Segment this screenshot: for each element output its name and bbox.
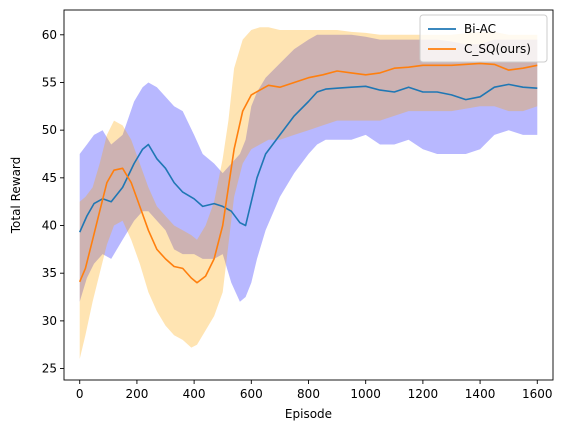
legend-label-1: Bi-AC: [464, 22, 496, 36]
confidence-bands: [79, 27, 538, 359]
line-series-2: [78, 62, 538, 284]
x-tick-label: 0: [76, 387, 84, 401]
legend-label-2: C_SQ(ours): [464, 42, 531, 56]
y-tick-label: 60: [42, 28, 57, 42]
legend: Bi-AC C_SQ(ours): [419, 14, 548, 63]
x-tick-label: 800: [297, 387, 320, 401]
y-tick-label: 45: [42, 171, 57, 185]
band-series-2: [79, 27, 538, 359]
x-tick-label: 1000: [350, 387, 381, 401]
y-tick-label: 40: [42, 219, 57, 233]
x-tick-label: 200: [125, 387, 148, 401]
line-series-1: [78, 83, 538, 233]
y-tick-label: 25: [42, 362, 57, 376]
x-axis-label: Episode: [285, 407, 332, 421]
legend-box: [419, 14, 548, 63]
y-tick-label: 50: [42, 123, 57, 137]
series-lines: [78, 62, 538, 284]
band-series-1: [79, 34, 538, 302]
y-tick-label: 35: [42, 266, 57, 280]
axes: 0 200 400 600 800 1000 1200 1400 1600 25 30 35 40 45 5…: [42, 9, 554, 401]
y-axis-label: Total Reward: [9, 157, 23, 235]
x-tick-label: 600: [240, 387, 263, 401]
y-tick-label: 30: [42, 314, 57, 328]
x-tick-label: 1400: [465, 387, 496, 401]
y-tick-label: 55: [42, 75, 57, 89]
x-tick-label: 400: [183, 387, 206, 401]
x-tick-label: 1200: [408, 387, 439, 401]
x-tick-label: 1600: [522, 387, 553, 401]
